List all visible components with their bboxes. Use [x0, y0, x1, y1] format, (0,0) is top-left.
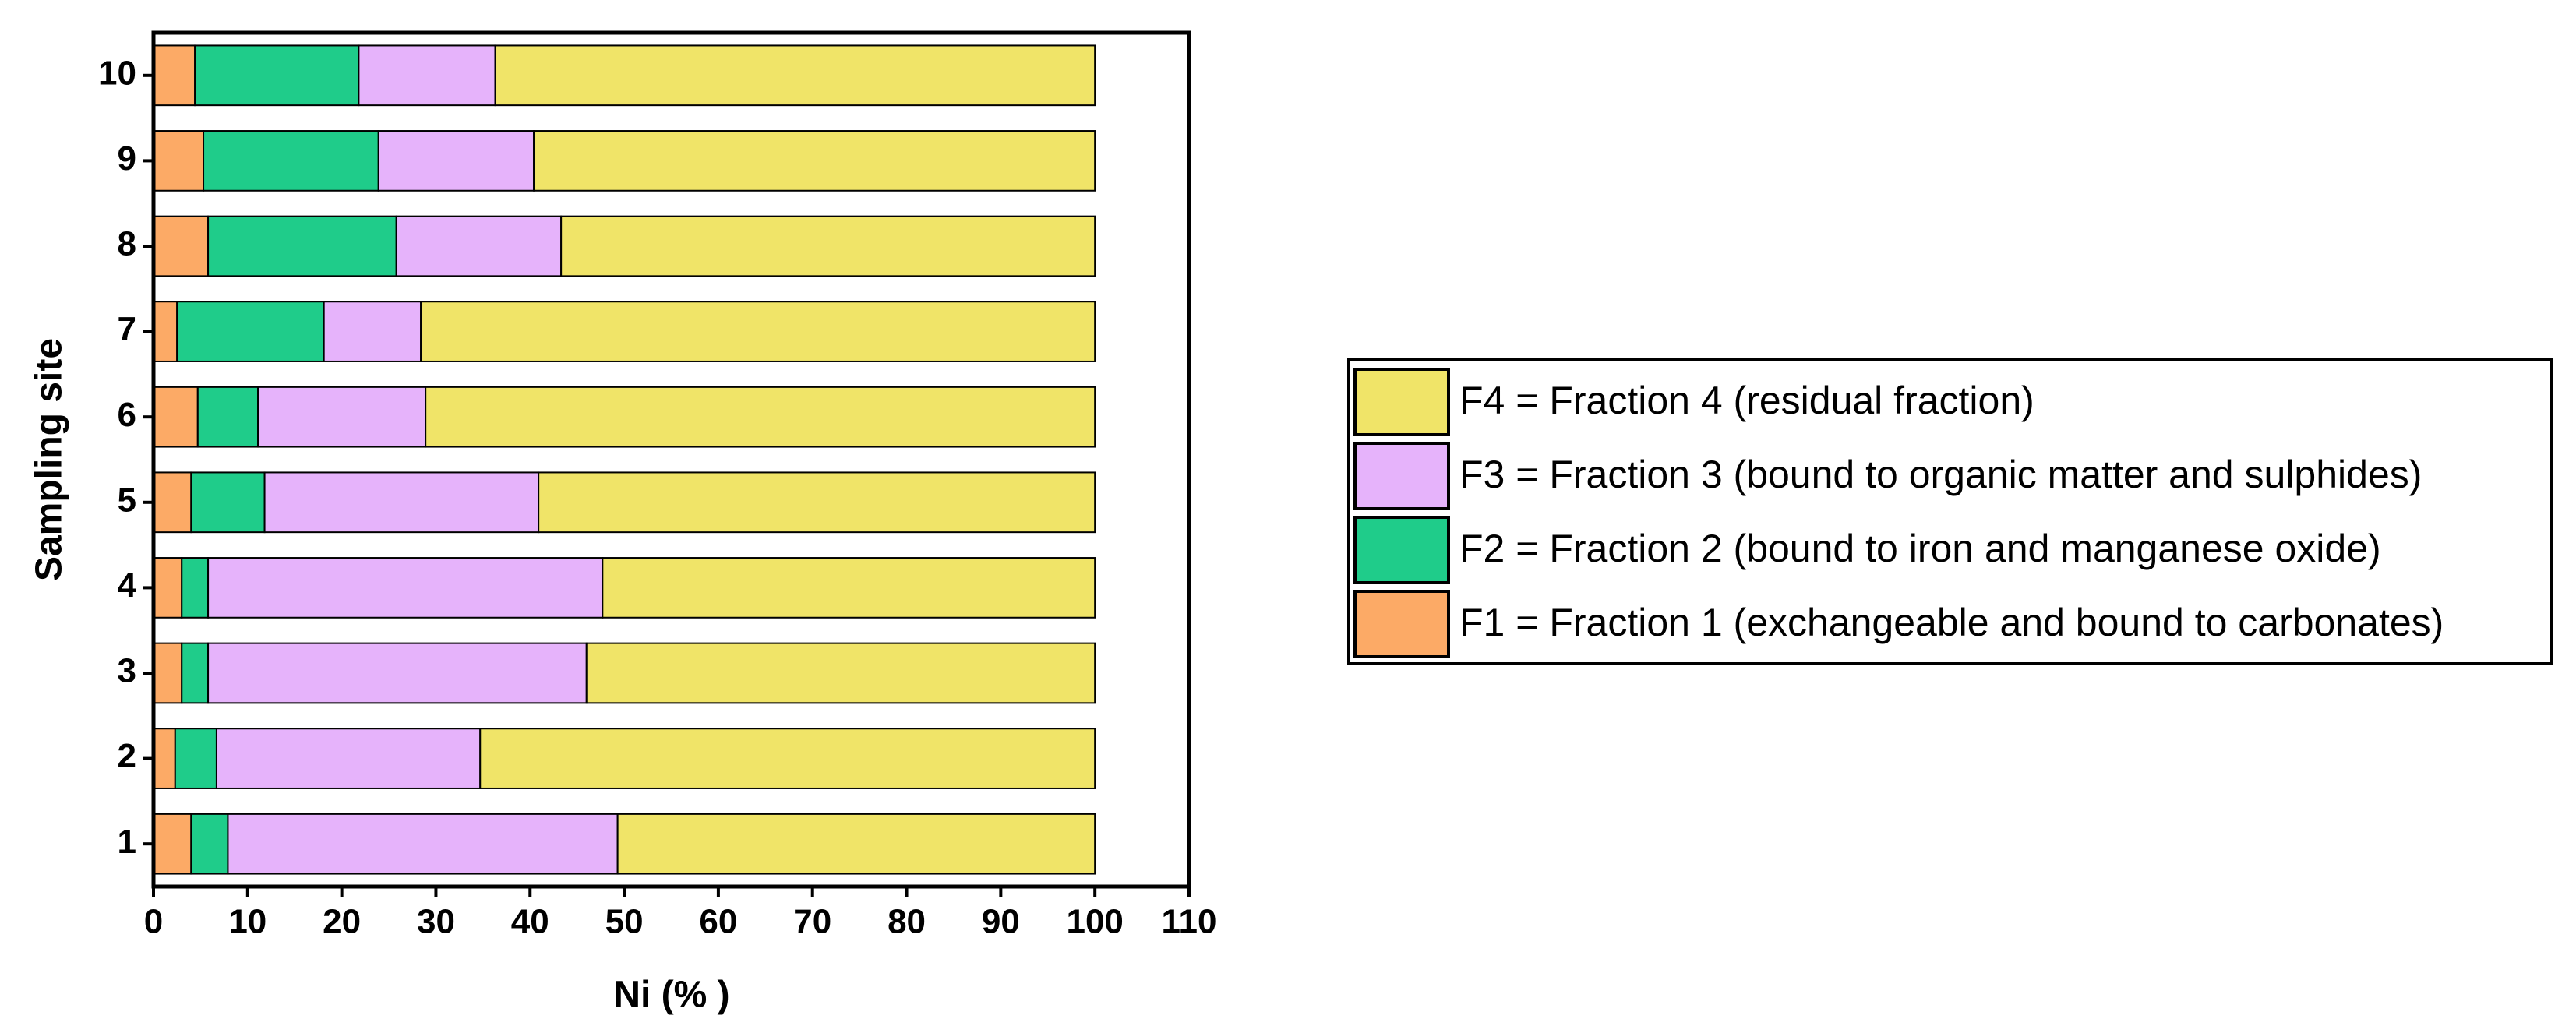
legend-box — [1347, 358, 2553, 665]
y-tick-label: 8 — [118, 225, 136, 263]
bar-segment — [194, 44, 360, 107]
bar-segment — [215, 728, 482, 789]
bar-segment — [174, 728, 217, 789]
y-tick-label: 7 — [118, 310, 136, 348]
legend-label: F4 = Fraction 4 (residual fraction) — [1459, 379, 2034, 422]
y-tick-label: 6 — [118, 396, 136, 434]
x-tick-label: 110 — [1162, 903, 1217, 941]
legend-swatch — [1353, 442, 1450, 510]
legend-label: F2 = Fraction 2 (bound to iron and manga… — [1459, 527, 2381, 570]
bar-segment — [153, 471, 192, 534]
y-axis-title: Sampling site — [29, 338, 70, 581]
x-tick-label: 30 — [417, 903, 455, 941]
y-tick-label: 2 — [118, 737, 136, 775]
legend-swatch — [1353, 516, 1450, 584]
bar-segment — [560, 215, 1096, 277]
bar-segment — [494, 44, 1096, 107]
bar-segment — [153, 215, 210, 277]
legend-label: F3 = Fraction 3 (bound to organic matter… — [1459, 453, 2422, 496]
bar-segment — [207, 642, 588, 704]
bar-segment — [377, 130, 535, 192]
bar-segment — [479, 728, 1096, 789]
bar-segment — [207, 557, 604, 619]
plot-frame — [151, 30, 1191, 889]
bar-segment — [323, 301, 422, 362]
bar-segment — [207, 215, 397, 277]
bar-segment — [257, 386, 427, 448]
bar-segment — [181, 557, 210, 619]
bar-segment — [153, 44, 196, 107]
bar-segment — [153, 386, 199, 448]
x-axis-title: Ni (% ) — [613, 975, 729, 1016]
x-tick-label: 60 — [699, 903, 737, 941]
bar-segment — [538, 471, 1096, 534]
x-tick-label: 20 — [323, 903, 361, 941]
bar-segment — [395, 215, 563, 277]
y-tick-label: 3 — [118, 652, 136, 690]
y-tick-label: 10 — [98, 54, 136, 92]
bar-segment — [153, 557, 183, 619]
bar-segment — [190, 471, 266, 534]
legend-label: F1 = Fraction 1 (exchangeable and bound … — [1459, 601, 2444, 644]
x-tick-label: 0 — [144, 903, 163, 941]
bar-segment — [227, 813, 619, 875]
bar-segment — [602, 557, 1096, 619]
bar-segment — [153, 301, 178, 362]
bar-segment — [181, 642, 210, 704]
x-tick-label: 50 — [605, 903, 644, 941]
x-tick-label: 40 — [511, 903, 549, 941]
x-tick-label: 70 — [793, 903, 831, 941]
x-tick-label: 10 — [228, 903, 266, 941]
legend-swatch — [1353, 368, 1450, 436]
bar-segment — [585, 642, 1096, 704]
bar-segment — [196, 386, 259, 448]
x-tick-label: 80 — [887, 903, 926, 941]
bar-segment — [190, 813, 229, 875]
bar-segment — [533, 130, 1096, 192]
bar-segment — [616, 813, 1096, 875]
y-tick-label: 5 — [118, 481, 136, 519]
bar-segment — [153, 642, 183, 704]
x-tick-label: 90 — [982, 903, 1020, 941]
bar-segment — [263, 471, 540, 534]
y-tick-label: 9 — [118, 139, 136, 178]
y-tick-label: 1 — [118, 823, 136, 861]
legend-swatch — [1353, 590, 1450, 658]
bar-segment — [153, 813, 192, 875]
bar-segment — [203, 130, 379, 192]
y-tick-label: 4 — [118, 566, 137, 605]
bar-segment — [153, 130, 205, 192]
bar-segment — [420, 301, 1096, 362]
bar-segment — [425, 386, 1096, 448]
bar-segment — [358, 44, 496, 107]
bar-segment — [153, 728, 176, 789]
bar-segment — [176, 301, 325, 362]
x-tick-label: 100 — [1066, 903, 1123, 941]
